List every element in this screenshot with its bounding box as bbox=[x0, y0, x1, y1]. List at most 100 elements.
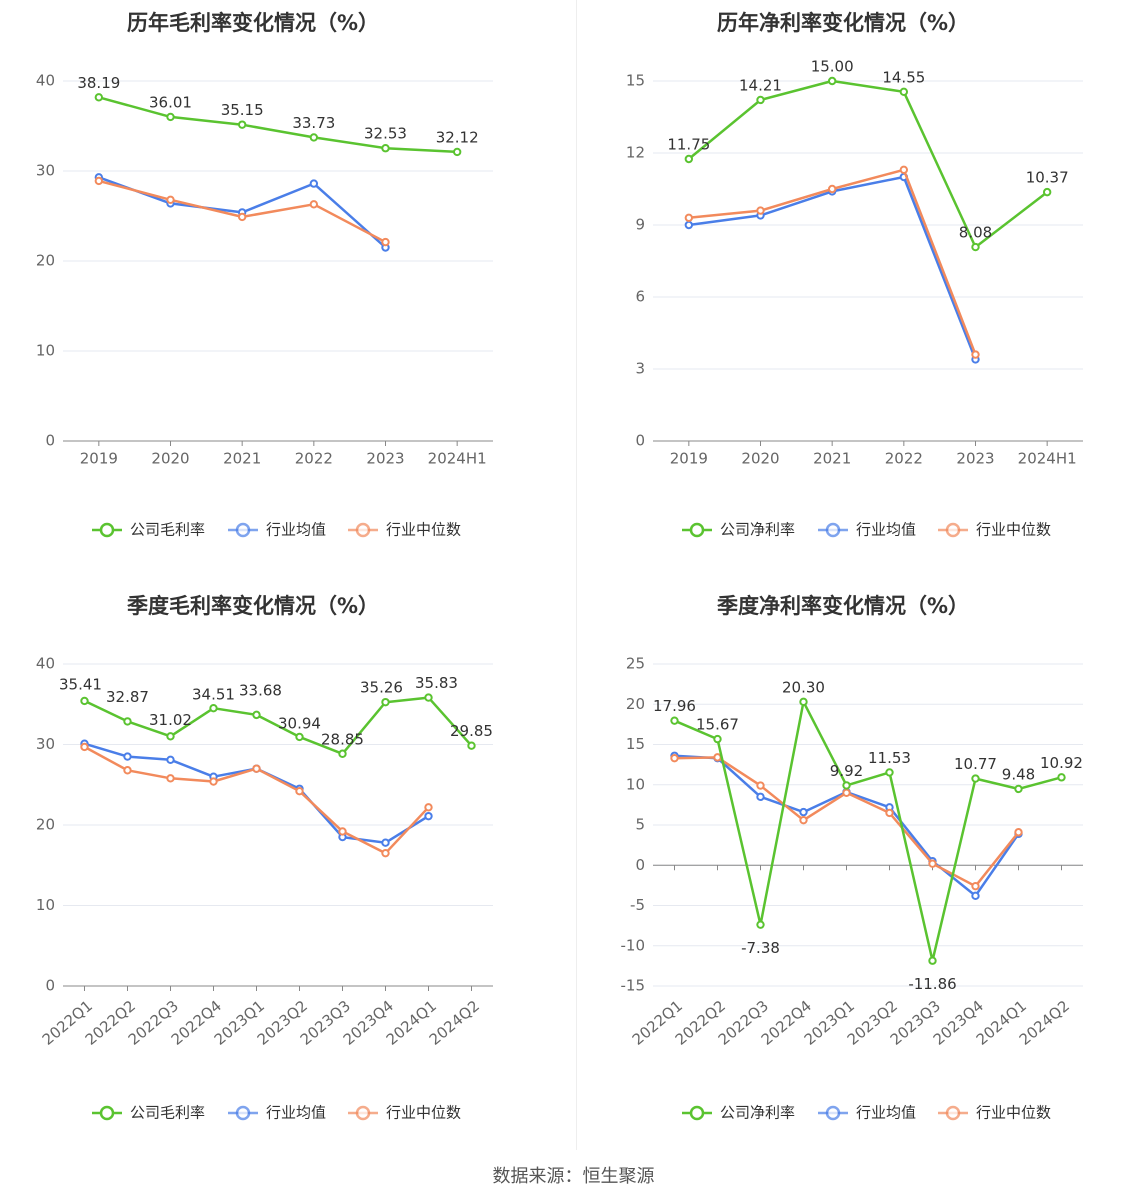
data-point[interactable] bbox=[899, 87, 909, 97]
data-point[interactable] bbox=[467, 741, 476, 750]
legend-label: 行业中位数 bbox=[386, 1104, 461, 1122]
data-point[interactable] bbox=[928, 956, 937, 965]
data-point[interactable] bbox=[381, 697, 390, 707]
data-point[interactable] bbox=[452, 147, 462, 157]
data-point[interactable] bbox=[799, 815, 808, 825]
data-point[interactable] bbox=[237, 120, 247, 129]
legend-item[interactable]: 行业中位数 bbox=[348, 1104, 461, 1122]
series-line bbox=[83, 745, 430, 855]
data-point[interactable] bbox=[424, 693, 433, 702]
data-point[interactable] bbox=[713, 734, 722, 744]
data-point[interactable] bbox=[381, 144, 390, 153]
data-point[interactable] bbox=[899, 165, 909, 175]
data-point[interactable] bbox=[827, 184, 837, 194]
series-line bbox=[688, 168, 977, 356]
data-point[interactable] bbox=[166, 755, 175, 764]
data-point[interactable] bbox=[1014, 828, 1023, 837]
data-label: 10.92 bbox=[1040, 754, 1083, 772]
legend-item[interactable]: 行业均值 bbox=[818, 521, 916, 539]
data-point[interactable] bbox=[80, 696, 89, 706]
chart-panel-annual-gross: 历年毛利率变化情况（%） 0 10 20 30 40 2019 2020 2021 2022 202… bbox=[0, 0, 573, 583]
legend-item[interactable]: 行业均值 bbox=[228, 521, 326, 539]
data-point[interactable] bbox=[842, 781, 851, 790]
data-point[interactable] bbox=[424, 803, 433, 812]
data-point[interactable] bbox=[684, 213, 694, 223]
data-label: 14.55 bbox=[882, 68, 925, 86]
data-point[interactable] bbox=[166, 112, 175, 122]
legend-item[interactable]: 公司毛利率 bbox=[92, 1104, 205, 1122]
data-point[interactable] bbox=[684, 154, 694, 164]
data-point[interactable] bbox=[684, 220, 694, 230]
data-point[interactable] bbox=[971, 774, 980, 783]
legend-item[interactable]: 行业均值 bbox=[818, 1104, 916, 1122]
data-point[interactable] bbox=[338, 827, 347, 836]
data-point[interactable] bbox=[1057, 773, 1066, 782]
data-point[interactable] bbox=[309, 133, 319, 142]
data-point[interactable] bbox=[209, 777, 218, 786]
data-label: 9.92 bbox=[830, 762, 863, 780]
y-tick-label: -5 bbox=[630, 896, 645, 914]
data-point[interactable] bbox=[885, 768, 894, 777]
legend-item[interactable]: 行业中位数 bbox=[938, 1104, 1051, 1122]
y-tick-label: -15 bbox=[621, 977, 646, 995]
data-point[interactable] bbox=[94, 176, 104, 186]
data-point[interactable] bbox=[799, 807, 808, 817]
data-point[interactable] bbox=[295, 786, 304, 796]
data-point[interactable] bbox=[928, 859, 937, 868]
data-point[interactable] bbox=[713, 753, 722, 762]
data-point[interactable] bbox=[971, 242, 980, 252]
data-point[interactable] bbox=[971, 881, 980, 891]
data-point[interactable] bbox=[123, 766, 132, 775]
data-point[interactable] bbox=[756, 792, 765, 802]
data-point[interactable] bbox=[295, 732, 304, 742]
data-point[interactable] bbox=[381, 838, 390, 847]
data-point[interactable] bbox=[123, 717, 132, 726]
data-point[interactable] bbox=[885, 808, 894, 818]
data-point[interactable] bbox=[1014, 784, 1023, 794]
data-point[interactable] bbox=[123, 752, 132, 761]
data-point[interactable] bbox=[252, 764, 261, 773]
data-point[interactable] bbox=[209, 703, 218, 713]
data-source: 数据来源：恒生聚源 bbox=[492, 1166, 655, 1187]
data-point[interactable] bbox=[237, 212, 247, 222]
y-tick-label: 15 bbox=[626, 72, 645, 90]
data-point[interactable] bbox=[756, 95, 765, 105]
data-point[interactable] bbox=[381, 848, 390, 858]
data-point[interactable] bbox=[309, 200, 319, 209]
legend-item[interactable]: 行业均值 bbox=[228, 1104, 326, 1122]
legend-label: 行业均值 bbox=[266, 1104, 326, 1122]
data-point[interactable] bbox=[338, 749, 347, 758]
legend-item[interactable]: 行业中位数 bbox=[938, 521, 1051, 539]
data-point[interactable] bbox=[756, 206, 765, 215]
data-point[interactable] bbox=[94, 93, 104, 102]
data-point[interactable] bbox=[842, 788, 851, 798]
data-label: 31.02 bbox=[149, 711, 192, 729]
data-point[interactable] bbox=[756, 781, 765, 790]
data-point[interactable] bbox=[381, 237, 390, 247]
data-point[interactable] bbox=[1042, 187, 1052, 197]
data-point[interactable] bbox=[827, 76, 837, 86]
data-point[interactable] bbox=[971, 891, 980, 901]
data-point[interactable] bbox=[799, 697, 808, 707]
legend-item[interactable]: 公司净利率 bbox=[682, 521, 795, 539]
data-point[interactable] bbox=[166, 732, 175, 741]
legend-swatch-marker bbox=[689, 1105, 705, 1121]
legend-swatch-marker bbox=[825, 522, 841, 538]
data-point[interactable] bbox=[166, 195, 175, 205]
data-point[interactable] bbox=[166, 774, 175, 783]
legend-item[interactable]: 公司净利率 bbox=[682, 1104, 795, 1122]
data-point[interactable] bbox=[80, 742, 89, 752]
data-point[interactable] bbox=[252, 710, 261, 720]
data-point[interactable] bbox=[756, 920, 765, 929]
data-point[interactable] bbox=[309, 179, 319, 188]
x-tick-label: 2024H1 bbox=[1018, 450, 1077, 468]
legend-item[interactable]: 行业中位数 bbox=[348, 521, 461, 539]
data-point[interactable] bbox=[670, 716, 679, 725]
data-point[interactable] bbox=[424, 811, 433, 821]
data-point[interactable] bbox=[670, 753, 679, 763]
y-tick-label: 20 bbox=[36, 816, 55, 834]
data-point[interactable] bbox=[971, 350, 980, 359]
data-label: 15.00 bbox=[811, 58, 854, 76]
legend-item[interactable]: 公司毛利率 bbox=[92, 521, 205, 539]
legend-label: 行业中位数 bbox=[976, 521, 1051, 539]
